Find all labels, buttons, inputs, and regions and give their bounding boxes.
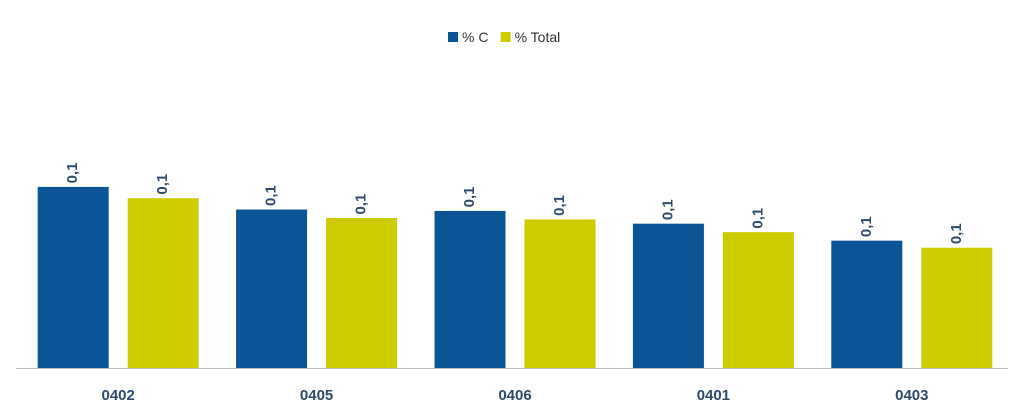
legend-label-1: % Total: [515, 29, 561, 45]
data-label-0403-1: 0,1: [948, 223, 965, 244]
x-tick-0401: 0401: [697, 387, 730, 404]
data-label-0406-0: 0,1: [461, 187, 478, 208]
data-label-0403-0: 0,1: [858, 216, 875, 237]
data-label-0402-1: 0,1: [154, 174, 171, 195]
legend: % C % Total: [448, 29, 560, 45]
x-tick-labels: 0402 0405 0406 0401 0403: [102, 387, 929, 404]
data-label-0405-1: 0,1: [353, 194, 370, 215]
data-label-0402-0: 0,1: [64, 162, 81, 183]
bar-0401-0: [632, 223, 704, 368]
bar-0405-1: [326, 218, 398, 368]
bar-0401-1: [722, 232, 794, 368]
bar-0405-0: [236, 209, 308, 368]
bar-0406-0: [434, 210, 506, 368]
data-label-0401-1: 0,1: [749, 208, 766, 229]
bar-0402-0: [37, 186, 109, 368]
data-labels: 0,1 0,1 0,1 0,1 0,1 0,1 0,1 0,1 0,1 0,1: [64, 162, 965, 244]
data-label-0401-0: 0,1: [659, 199, 676, 220]
legend-swatch-1: [500, 32, 511, 42]
x-tick-0402: 0402: [102, 387, 135, 404]
legend-label-0: % C: [462, 29, 488, 45]
bar-0403-1: [921, 247, 993, 368]
bar-0403-0: [831, 240, 903, 368]
x-tick-0403: 0403: [895, 387, 928, 404]
bars: [37, 186, 993, 368]
bar-0406-1: [524, 219, 596, 368]
x-tick-0406: 0406: [498, 387, 531, 404]
bar-0402-1: [127, 198, 199, 368]
data-label-0406-1: 0,1: [551, 195, 568, 216]
data-label-0405-0: 0,1: [263, 185, 280, 206]
x-tick-0405: 0405: [300, 387, 333, 404]
legend-swatch-0: [448, 32, 458, 42]
